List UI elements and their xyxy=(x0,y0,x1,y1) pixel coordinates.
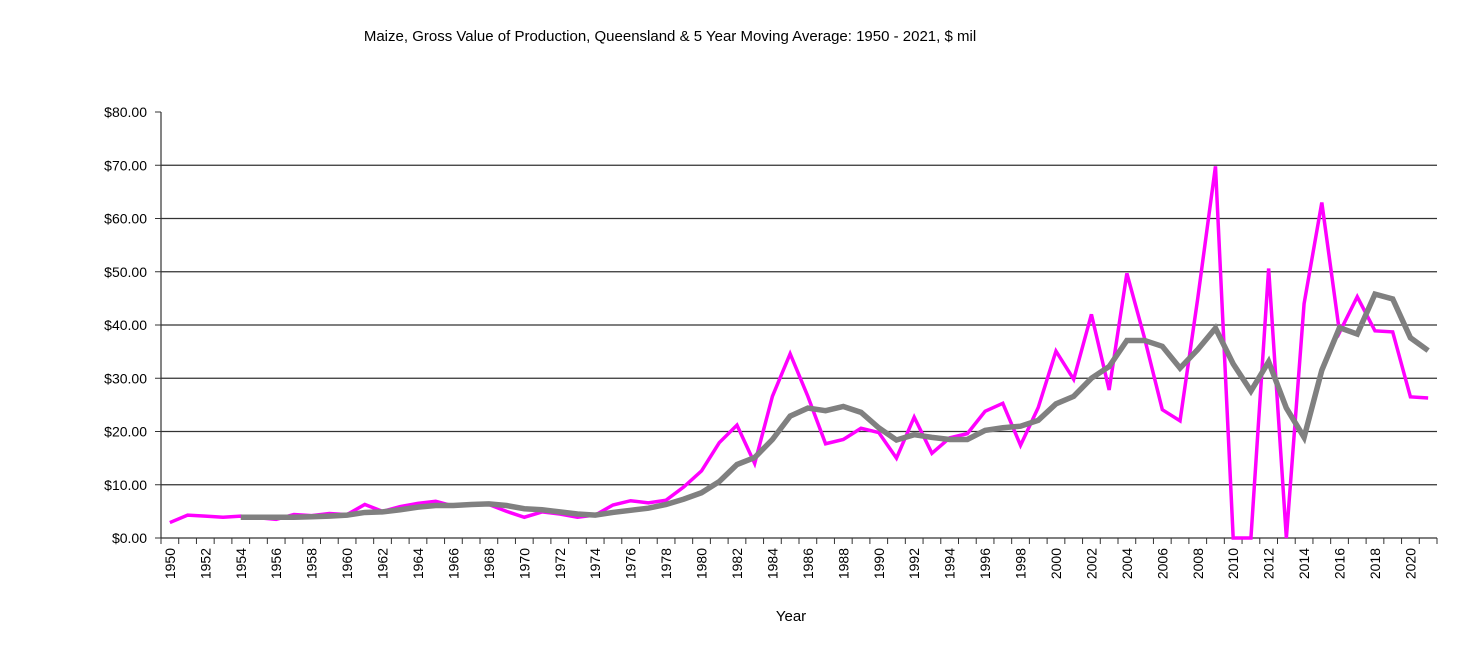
y-tick-label: $40.00 xyxy=(104,317,147,333)
y-tick-label: $20.00 xyxy=(104,424,147,440)
x-tick-label: 1996 xyxy=(977,548,993,579)
x-tick-label: 2008 xyxy=(1190,548,1206,579)
x-tick-label: 1978 xyxy=(658,548,674,579)
series-line-moving-average xyxy=(240,290,1430,520)
y-tick-label: $80.00 xyxy=(104,104,147,120)
x-tick-label: 2016 xyxy=(1332,548,1348,579)
x-tick-label: 1970 xyxy=(516,548,532,579)
y-tick-label: $10.00 xyxy=(104,477,147,493)
x-tick-label: 1980 xyxy=(694,548,710,579)
x-tick-label: 2006 xyxy=(1154,548,1170,579)
x-tick-label: 1992 xyxy=(906,548,922,579)
y-tick-labels: $0.00 $10.00 $20.00 $30.00 $40.00 $50.00 $60.0… xyxy=(104,104,147,546)
x-tick-label: 2002 xyxy=(1083,548,1099,579)
x-tick-label: 1988 xyxy=(835,548,851,579)
x-tick-label: 1958 xyxy=(304,548,320,579)
x-tick-label: 2010 xyxy=(1225,548,1241,579)
x-tick-label: 1994 xyxy=(942,548,958,579)
x-tick-label: 2012 xyxy=(1261,548,1277,579)
chart-title: Maize, Gross Value of Production, Queens… xyxy=(363,28,977,45)
y-tick-label: $50.00 xyxy=(104,264,147,280)
x-tick-label: 1966 xyxy=(445,548,461,579)
x-tick-label: 1960 xyxy=(339,548,355,579)
axes xyxy=(155,111,1438,544)
x-tick-label: 2018 xyxy=(1367,548,1383,579)
x-tick-label: 1998 xyxy=(1013,548,1029,579)
y-tick-label: $30.00 xyxy=(104,370,147,386)
x-tick-labels: 1950 1952 1954 1956 1958 1960 1962 1964 1966 1968… xyxy=(162,548,1419,579)
x-tick-label: 1986 xyxy=(800,548,816,579)
y-tick-label: $70.00 xyxy=(104,157,147,173)
x-tick-label: 1956 xyxy=(268,548,284,579)
x-tick-label: 1974 xyxy=(587,548,603,579)
x-tick-label: 1962 xyxy=(375,548,391,579)
x-tick-label: 1954 xyxy=(233,548,249,579)
x-tick-label: 2014 xyxy=(1296,548,1312,579)
x-tick-label: 1964 xyxy=(410,548,426,579)
series-line-gross-value xyxy=(169,166,1429,540)
series-lines xyxy=(169,166,1430,540)
x-tick-label: 1976 xyxy=(623,548,639,579)
y-tick-label: $0.00 xyxy=(112,530,147,546)
x-tick-label: 2000 xyxy=(1048,548,1064,579)
gridlines xyxy=(161,164,1437,486)
x-tick-label: 1950 xyxy=(162,548,178,579)
x-tick-label: 1984 xyxy=(764,548,780,579)
x-tick-label: 1990 xyxy=(871,548,887,579)
y-tick-label: $60.00 xyxy=(104,211,147,227)
x-tick-label: 2004 xyxy=(1119,548,1135,579)
x-tick-label: 1952 xyxy=(197,548,213,579)
x-tick-label: 1968 xyxy=(481,548,497,579)
x-tick-label: 1982 xyxy=(729,548,745,579)
x-tick-label: 2020 xyxy=(1402,548,1418,579)
x-tick-label: 1972 xyxy=(552,548,568,579)
x-axis-title: Year xyxy=(776,608,806,625)
